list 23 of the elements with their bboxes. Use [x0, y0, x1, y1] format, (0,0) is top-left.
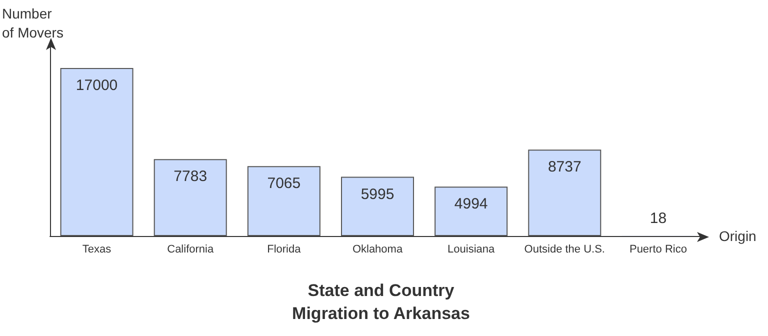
- data-label: 7065: [267, 175, 301, 192]
- y-axis-title: Number of Movers: [2, 6, 64, 40]
- data-label: 18: [650, 210, 667, 227]
- bar: [341, 176, 414, 236]
- bar: [154, 159, 227, 236]
- x-tick-label: Texas: [82, 244, 112, 256]
- x-tick-label: California: [167, 244, 214, 256]
- bar: [247, 166, 320, 236]
- bar: [528, 150, 602, 236]
- bar: [60, 68, 134, 236]
- x-axis-title: Origin: [719, 228, 756, 244]
- x-tick-label: Puerto Rico: [629, 244, 687, 256]
- text: State and Country Migration to Arkansas: [292, 281, 470, 323]
- x-tick-label: Outside the U.S.: [524, 244, 605, 256]
- data-label: 7783: [174, 168, 208, 186]
- bar: [434, 186, 508, 236]
- x-tick-label: Oklahoma: [352, 244, 404, 256]
- data-label: 17000: [76, 77, 118, 94]
- data-label: 4994: [454, 196, 488, 213]
- data-label: 8737: [548, 158, 582, 176]
- x-tick-label: Louisiana: [448, 244, 496, 256]
- x-tick-label: Florida: [267, 244, 302, 256]
- data-label: 5995: [360, 186, 394, 203]
